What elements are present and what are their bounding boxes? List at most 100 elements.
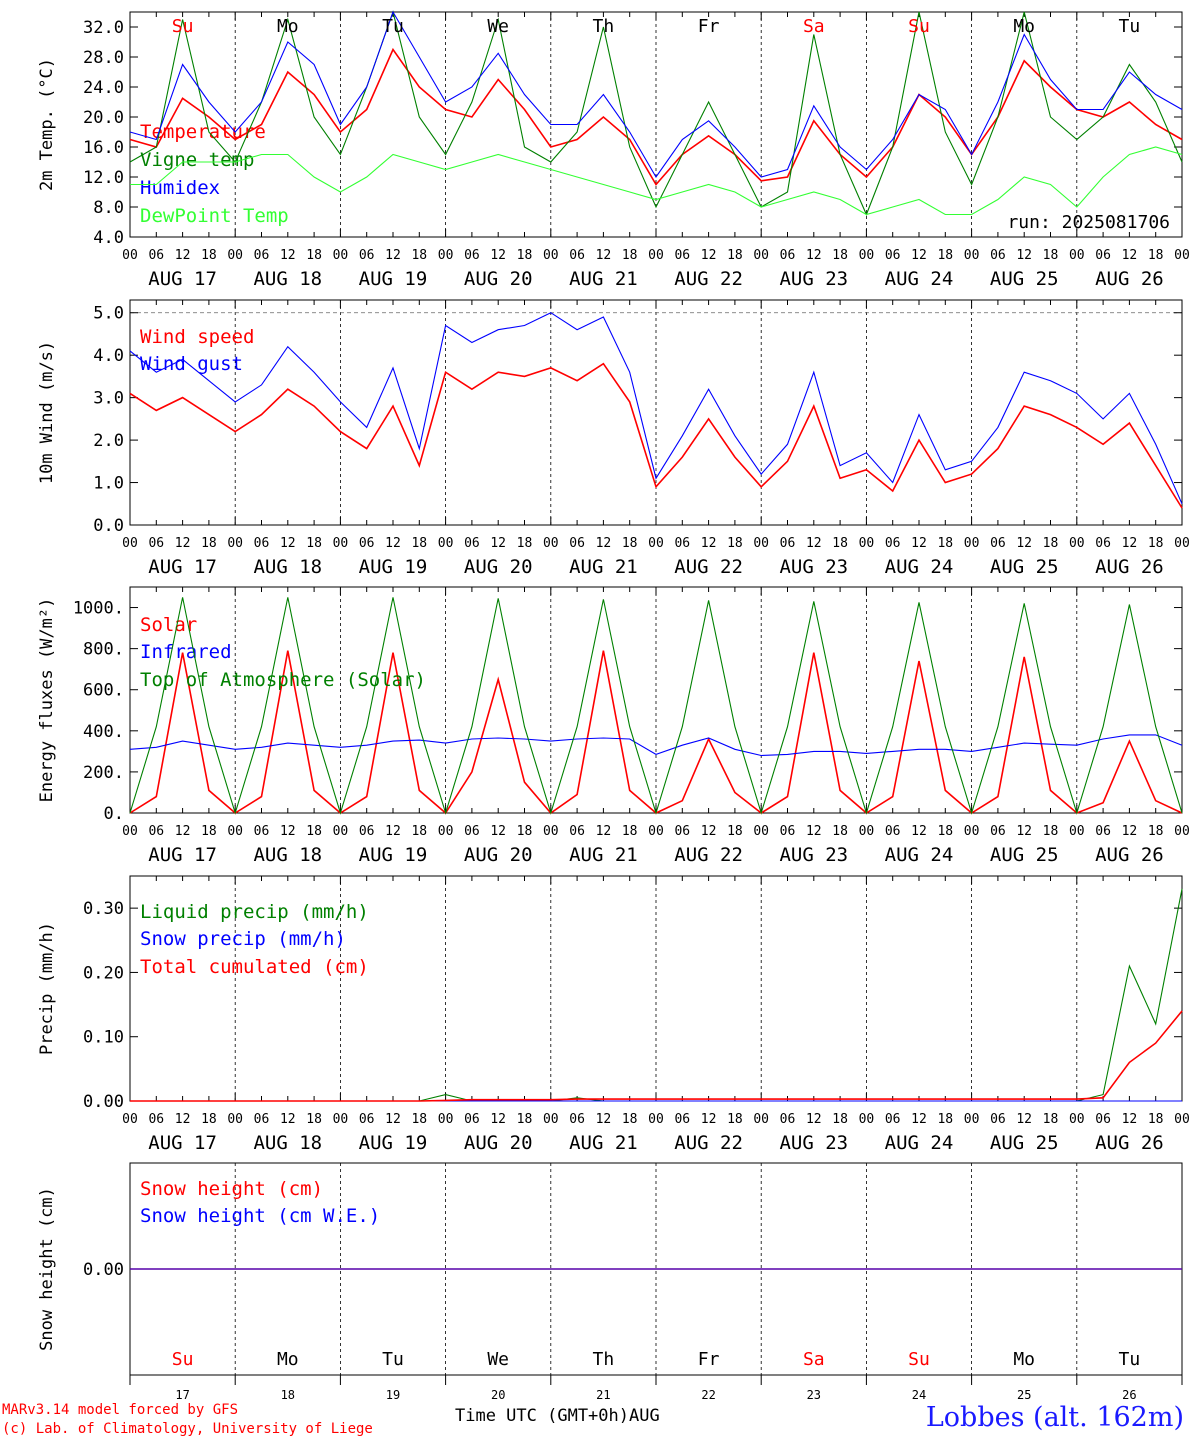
hour-tick-label: 00 [543, 1112, 559, 1127]
hour-tick-label: 06 [780, 1112, 796, 1127]
y-tick-label: 0.0 [93, 516, 124, 536]
hour-tick-label: 06 [1095, 824, 1111, 839]
hour-tick-label: 18 [1148, 248, 1164, 263]
y-tick-label: 0.20 [83, 963, 124, 983]
series-line-3 [130, 1010, 1183, 1102]
day-number-label: 21 [596, 1388, 610, 1402]
series-line-2 [129, 10, 1183, 216]
y-tick-label: 4.0 [93, 228, 124, 248]
hour-tick-label: 18 [306, 248, 322, 263]
hour-tick-label: 00 [753, 536, 769, 551]
hour-tick-label: 18 [411, 536, 427, 551]
hour-tick-label: 12 [175, 536, 191, 551]
day-number-label: 20 [491, 1388, 505, 1402]
hour-tick-label: 06 [674, 248, 690, 263]
hour-tick-label: 00 [122, 824, 138, 839]
hour-tick-label: 00 [1174, 536, 1190, 551]
day-number-label: 23 [807, 1388, 821, 1402]
hour-tick-label: 00 [1069, 1112, 1085, 1127]
legend-entry: Vigne temp [140, 149, 254, 171]
day-number-label: 24 [912, 1388, 926, 1402]
legend-entry: Snow precip (mm/h) [140, 928, 346, 950]
hour-tick-label: 12 [175, 1112, 191, 1127]
hour-tick-label: 18 [517, 1112, 533, 1127]
weekday-label: Su [908, 16, 930, 37]
hour-tick-label: 06 [1095, 536, 1111, 551]
weekday-label: Tu [1119, 16, 1141, 37]
hour-tick-label: 18 [306, 1112, 322, 1127]
y-tick-label: 5.0 [93, 304, 124, 324]
y-axis-label: 2m Temp. (°C) [37, 58, 57, 191]
hour-tick-label: 18 [411, 824, 427, 839]
date-label: AUG 22 [674, 556, 743, 578]
y-tick-label: 600. [83, 681, 124, 701]
legend-entry: Wind speed [140, 326, 254, 348]
hour-tick-label: 12 [806, 824, 822, 839]
hour-tick-label: 00 [859, 536, 875, 551]
hour-tick-label: 06 [885, 824, 901, 839]
hour-tick-label: 18 [727, 824, 743, 839]
series-line-3 [129, 10, 1183, 179]
hour-tick-label: 12 [1122, 824, 1138, 839]
hour-tick-label: 12 [175, 248, 191, 263]
hour-tick-label: 00 [859, 248, 875, 263]
y-tick-label: 12.0 [83, 168, 124, 188]
hour-tick-label: 00 [227, 824, 243, 839]
hour-tick-label: 18 [937, 824, 953, 839]
y-tick-label: 400. [83, 722, 124, 742]
hour-tick-label: 18 [411, 248, 427, 263]
hour-tick-label: 06 [674, 1112, 690, 1127]
hour-tick-label: 06 [359, 536, 375, 551]
hour-tick-label: 00 [753, 248, 769, 263]
hour-tick-label: 06 [1095, 1112, 1111, 1127]
date-label: AUG 19 [359, 268, 428, 290]
hour-tick-label: 06 [569, 536, 585, 551]
y-tick-label: 20.0 [83, 108, 124, 128]
hour-tick-label: 00 [648, 1112, 664, 1127]
hour-tick-label: 06 [359, 1112, 375, 1127]
y-tick-label: 3.0 [93, 389, 124, 409]
hour-tick-label: 06 [780, 824, 796, 839]
date-label: AUG 26 [1095, 1132, 1164, 1154]
date-label: AUG 18 [253, 1132, 322, 1154]
y-tick-label: 28.0 [83, 48, 124, 68]
hour-tick-label: 12 [806, 1112, 822, 1127]
hour-tick-label: 12 [280, 824, 296, 839]
series-line-4 [130, 146, 1183, 216]
day-number-label: 18 [281, 1388, 295, 1402]
hour-tick-label: 06 [780, 248, 796, 263]
hour-tick-label: 06 [148, 536, 164, 551]
hour-tick-label: 18 [622, 824, 638, 839]
date-label: AUG 26 [1095, 556, 1164, 578]
hour-tick-label: 06 [464, 1112, 480, 1127]
date-label: AUG 24 [885, 1132, 954, 1154]
hour-tick-label: 06 [569, 248, 585, 263]
hour-tick-label: 12 [490, 1112, 506, 1127]
weekday-label: Su [172, 16, 194, 37]
hour-tick-label: 00 [1069, 248, 1085, 263]
hour-tick-label: 18 [1043, 248, 1059, 263]
series-line-1 [129, 362, 1183, 509]
y-tick-label: 800. [83, 640, 124, 660]
hour-tick-label: 06 [990, 536, 1006, 551]
hour-tick-label: 18 [306, 536, 322, 551]
hour-tick-label: 12 [280, 248, 296, 263]
y-axis-label: Precip (mm/h) [37, 922, 57, 1055]
date-label: AUG 25 [990, 844, 1059, 866]
hour-tick-label: 18 [517, 824, 533, 839]
hour-tick-label: 12 [701, 536, 717, 551]
day-number-label: 22 [701, 1388, 715, 1402]
hour-tick-label: 18 [1043, 1112, 1059, 1127]
legend-entry: Humidex [140, 177, 220, 199]
hour-tick-label: 06 [254, 248, 270, 263]
hour-tick-label: 12 [1016, 248, 1032, 263]
date-label: AUG 20 [464, 844, 533, 866]
hour-tick-label: 12 [596, 824, 612, 839]
hour-tick-label: 00 [543, 824, 559, 839]
hour-tick-label: 06 [780, 536, 796, 551]
hour-tick-label: 12 [1016, 1112, 1032, 1127]
station-name: Lobbes (alt. 162m) [925, 1402, 1184, 1433]
y-tick-label: 1.0 [93, 474, 124, 494]
time-axis-label: Time UTC (GMT+0h)AUG [455, 1406, 660, 1426]
legend-entry: Snow height (cm) [140, 1178, 323, 1200]
